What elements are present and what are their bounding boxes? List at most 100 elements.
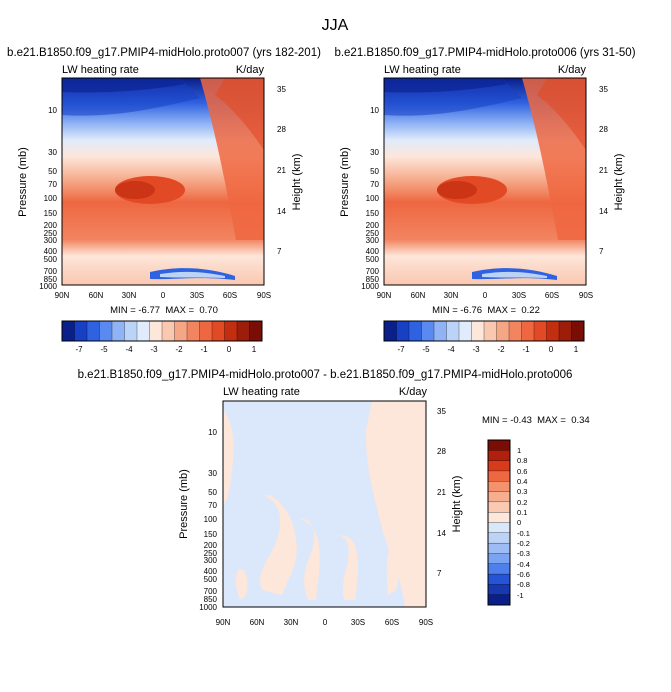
x-tick: 0 xyxy=(483,291,488,300)
panel-3-y-ticks-right: 35 28 21 14 7 xyxy=(437,407,446,578)
y-tick-right: 21 xyxy=(599,166,608,175)
colorbar-swatch xyxy=(487,450,511,462)
x-tick: 0 xyxy=(161,291,166,300)
colorbar-swatch xyxy=(487,470,511,482)
y-tick: 50 xyxy=(370,167,379,176)
colorbar-label: 0.1 xyxy=(517,508,527,517)
y-tick-right: 7 xyxy=(277,247,282,256)
colorbar-swatch xyxy=(249,320,263,342)
y-tick: 500 xyxy=(366,255,380,264)
colorbar-swatch xyxy=(396,320,410,342)
page-title: JJA xyxy=(322,17,349,34)
colorbar-swatch xyxy=(86,320,100,342)
colorbar-label: -0.8 xyxy=(517,580,530,589)
y-tick-right: 14 xyxy=(277,207,286,216)
x-tick: 60N xyxy=(89,291,104,300)
colorbar-swatch xyxy=(111,320,125,342)
y-tick: 500 xyxy=(44,255,58,264)
x-tick: 0 xyxy=(323,618,328,627)
colorbar-swatch xyxy=(487,522,511,534)
colorbar-swatch xyxy=(224,320,238,342)
y-tick-right: 35 xyxy=(599,85,608,94)
colorbar-label: -7 xyxy=(397,345,405,354)
colorbar-label: -0.3 xyxy=(517,549,530,558)
y-tick: 700 xyxy=(204,587,218,596)
x-tick: 30S xyxy=(351,618,365,627)
panel-3-ylabel-right: Height (km) xyxy=(451,476,463,533)
colorbar-swatch xyxy=(446,320,460,342)
colorbar-swatch xyxy=(487,501,511,513)
y-tick: 30 xyxy=(48,148,57,157)
colorbar-swatch xyxy=(521,320,535,342)
panel-3-ylabel: Pressure (mb) xyxy=(178,469,190,539)
y-tick-right: 35 xyxy=(277,85,286,94)
x-tick: 60N xyxy=(250,618,265,627)
colorbar-label: -7 xyxy=(75,345,83,354)
panel-2-title: b.e21.B1850.f09_g17.PMIP4-midHolo.proto0… xyxy=(334,47,635,59)
colorbar-swatch xyxy=(487,573,511,585)
panel-3-variable-label: LW heating rate xyxy=(223,386,300,398)
colorbar-swatch xyxy=(383,320,397,342)
y-tick: 30 xyxy=(370,148,379,157)
colorbar-label: -2 xyxy=(497,345,505,354)
y-tick: 850 xyxy=(366,275,380,284)
colorbar-label: -1 xyxy=(200,345,208,354)
y-tick: 150 xyxy=(366,209,380,218)
y-tick: 500 xyxy=(204,575,218,584)
colorbar-swatch xyxy=(174,320,188,342)
colorbar-swatch xyxy=(99,320,113,342)
y-tick-right: 14 xyxy=(437,529,446,538)
panel-1: b.e21.B1850.f09_g17.PMIP4-midHolo.proto0… xyxy=(7,47,321,354)
colorbar-swatch xyxy=(487,481,511,493)
colorbar-swatch xyxy=(124,320,138,342)
y-tick: 150 xyxy=(44,209,58,218)
colorbar-swatch xyxy=(74,320,88,342)
colorbar-label: 1 xyxy=(574,345,579,354)
colorbar-swatch xyxy=(433,320,447,342)
colorbar-swatch xyxy=(458,320,472,342)
colorbar-swatch xyxy=(546,320,560,342)
colorbar-swatch xyxy=(487,542,511,554)
panel-2-field xyxy=(384,78,586,285)
y-tick: 400 xyxy=(366,247,380,256)
colorbar-label: -5 xyxy=(422,345,430,354)
x-tick: 30N xyxy=(444,291,459,300)
colorbar-label: -0.1 xyxy=(517,529,530,538)
panel-2-colorbar: -7 -5 -4 -3 -2 -1 0 1 xyxy=(383,320,585,354)
y-tick-right: 28 xyxy=(437,447,446,456)
colorbar-label: -4 xyxy=(447,345,455,354)
colorbar-label: 0 xyxy=(517,518,521,527)
x-tick: 90S xyxy=(419,618,433,627)
colorbar-label: 0.6 xyxy=(517,467,527,476)
panel-1-x-ticks: 90N 60N 30N 0 30S 60S 90S xyxy=(55,291,271,300)
colorbar-swatch xyxy=(236,320,250,342)
panel-2-variable-label: LW heating rate xyxy=(384,64,461,76)
panel-3-stats: MIN = -0.43 MAX = 0.34 xyxy=(482,415,590,426)
panel-1-stats: MIN = -6.77 MAX = 0.70 xyxy=(110,305,218,316)
panel-1-ylabel-right: Height (km) xyxy=(291,154,303,211)
panel-2-stats: MIN = -6.76 MAX = 0.22 xyxy=(432,305,540,316)
y-tick: 250 xyxy=(44,229,58,238)
colorbar-swatch xyxy=(471,320,485,342)
colorbar-swatch xyxy=(496,320,510,342)
colorbar-swatch xyxy=(408,320,422,342)
y-tick: 1000 xyxy=(361,282,379,291)
panel-1-units-label: K/day xyxy=(236,64,265,76)
colorbar-swatch xyxy=(487,594,511,606)
y-tick: 1000 xyxy=(39,282,57,291)
colorbar-label: 0.2 xyxy=(517,498,527,507)
y-tick: 400 xyxy=(204,567,218,576)
colorbar-label: 1 xyxy=(252,345,257,354)
x-tick: 30S xyxy=(512,291,526,300)
colorbar-swatch xyxy=(487,460,511,472)
x-tick: 30S xyxy=(190,291,204,300)
x-tick: 60S xyxy=(545,291,559,300)
y-tick-right: 14 xyxy=(599,207,608,216)
colorbar-swatch xyxy=(61,320,75,342)
colorbar-label: 0.3 xyxy=(517,487,527,496)
panel-2-ylabel: Pressure (mb) xyxy=(339,147,351,217)
colorbar-label: 0.8 xyxy=(517,456,527,465)
colorbar-swatch xyxy=(199,320,213,342)
colorbar-swatch xyxy=(571,320,585,342)
